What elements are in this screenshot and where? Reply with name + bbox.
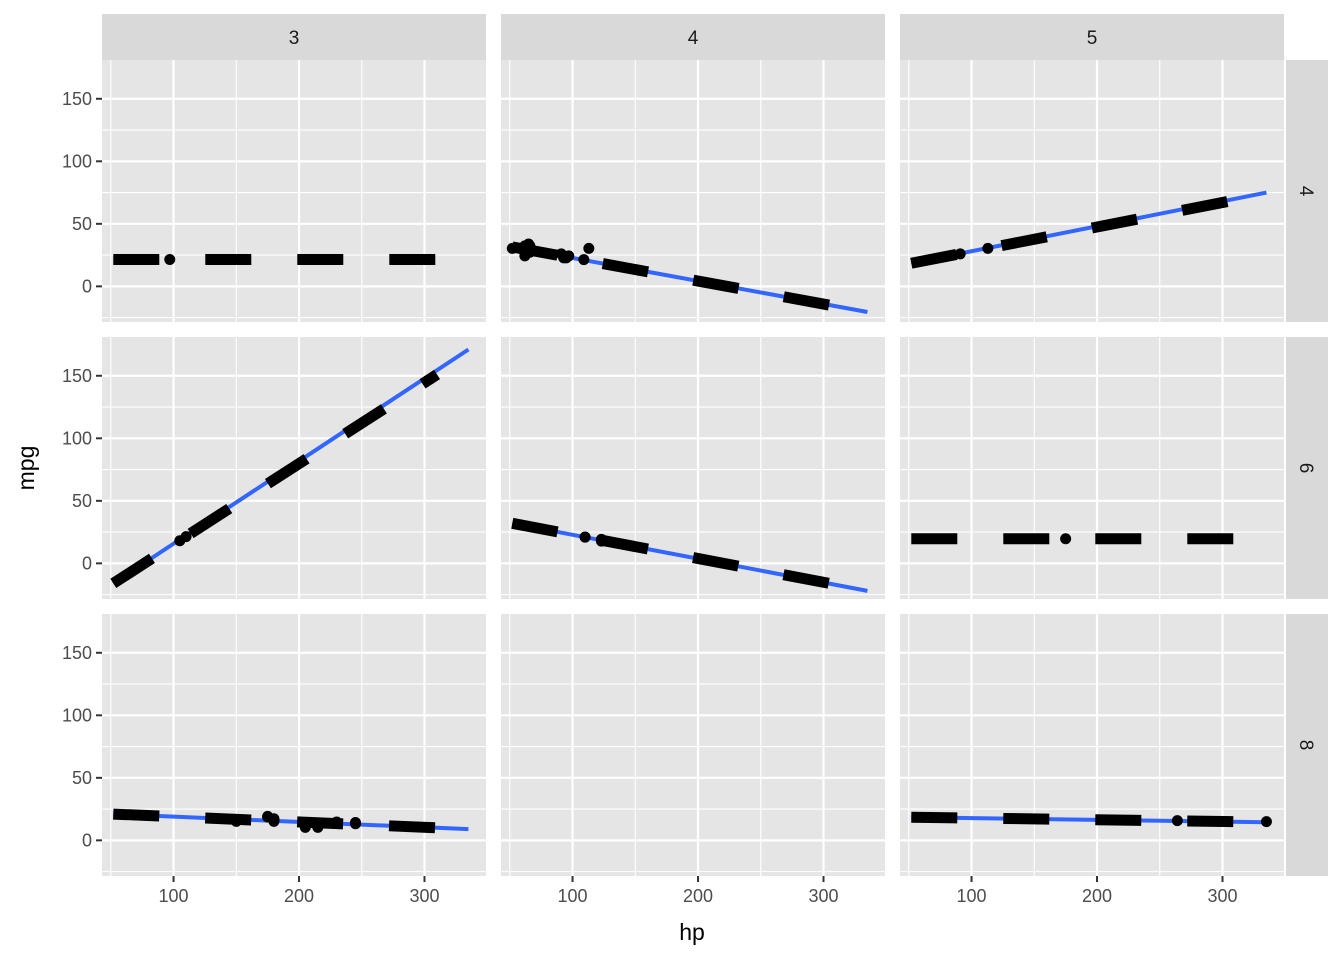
dashed-reference-line [110, 369, 441, 588]
x-tick-label: 300 [1207, 886, 1237, 906]
x-tick-label: 100 [957, 886, 987, 906]
data-point [1171, 815, 1183, 827]
panel-background [102, 60, 486, 322]
col-strip-label: 3 [289, 28, 300, 49]
row-strip-label: 4 [1295, 186, 1316, 197]
panel-background [501, 337, 885, 599]
panel-background [900, 337, 1284, 599]
x-tick-label: 200 [1082, 886, 1112, 906]
panel-1-2 [900, 337, 1284, 599]
row-strip-4: 4 [1286, 60, 1328, 322]
y-axis-title: mpg [13, 446, 39, 491]
x-tick-label: 100 [558, 886, 588, 906]
panel-1-0 [102, 337, 486, 599]
col-strip-4: 4 [501, 14, 885, 60]
data-point [1060, 533, 1072, 545]
strip-background [1286, 614, 1328, 876]
data-point [180, 531, 192, 543]
panel-content [511, 517, 868, 593]
y-tick-label: 50 [72, 491, 92, 511]
row-strip-8: 8 [1286, 614, 1328, 876]
x-tick-label: 200 [284, 886, 314, 906]
panel-background [900, 60, 1284, 322]
panel-0-2 [900, 60, 1284, 322]
col-strip-label: 4 [688, 28, 699, 49]
panel-content [113, 253, 438, 265]
y-tick-label: 0 [82, 830, 92, 850]
panel-2-0 [102, 614, 486, 876]
row-strip-label: 8 [1295, 740, 1316, 751]
row-strip-label: 6 [1295, 463, 1316, 474]
panel-content [910, 190, 1267, 269]
data-point [579, 531, 591, 543]
data-point [563, 250, 575, 262]
y-tick-label: 100 [62, 705, 92, 725]
data-point [954, 248, 966, 260]
strip-background [900, 14, 1284, 60]
panel-2-1 [501, 614, 885, 876]
panels-layer [102, 60, 1284, 876]
data-point [982, 242, 994, 254]
y-tick-label: 150 [62, 366, 92, 386]
data-point [262, 810, 274, 822]
data-point [1260, 816, 1272, 828]
panel-content [506, 238, 868, 314]
y-tick-label: 150 [62, 643, 92, 663]
col-strip-label: 5 [1087, 28, 1098, 49]
x-axis-title: hp [679, 919, 705, 945]
x-tick-label: 300 [409, 886, 439, 906]
panel-0-1 [501, 60, 885, 322]
y-tick-label: 100 [62, 151, 92, 171]
panel-content [911, 533, 1236, 545]
row-strip-6: 6 [1286, 337, 1328, 599]
panel-background [501, 614, 885, 876]
col-strip-5: 5 [900, 14, 1284, 60]
y-tick-label: 0 [82, 276, 92, 296]
panel-1-1 [501, 337, 885, 599]
y-tick-label: 50 [72, 768, 92, 788]
panel-content [113, 808, 469, 834]
axes-layer: 0 50 100 150 0 50 100 150 0 50 100 150 100 200 300 100 2… [62, 89, 1238, 906]
data-point [164, 253, 176, 265]
data-point [578, 254, 590, 266]
panel-2-2 [900, 614, 1284, 876]
y-tick-label: 150 [62, 89, 92, 109]
panel-content [110, 347, 470, 588]
data-point [583, 242, 595, 254]
y-tick-label: 0 [82, 553, 92, 573]
strip-background [501, 14, 885, 60]
panel-0-0 [102, 60, 486, 322]
strip-background [1286, 60, 1328, 322]
strip-background [102, 14, 486, 60]
strips-layer: 3 4 5 4 6 8 [102, 14, 1328, 876]
x-tick-label: 300 [808, 886, 838, 906]
strip-background [1286, 337, 1328, 599]
y-tick-label: 50 [72, 214, 92, 234]
panel-content [911, 811, 1272, 828]
col-strip-3: 3 [102, 14, 486, 60]
x-tick-label: 200 [683, 886, 713, 906]
panel-background [900, 614, 1284, 876]
x-tick-label: 100 [159, 886, 189, 906]
y-tick-label: 100 [62, 428, 92, 448]
data-point [349, 816, 361, 828]
